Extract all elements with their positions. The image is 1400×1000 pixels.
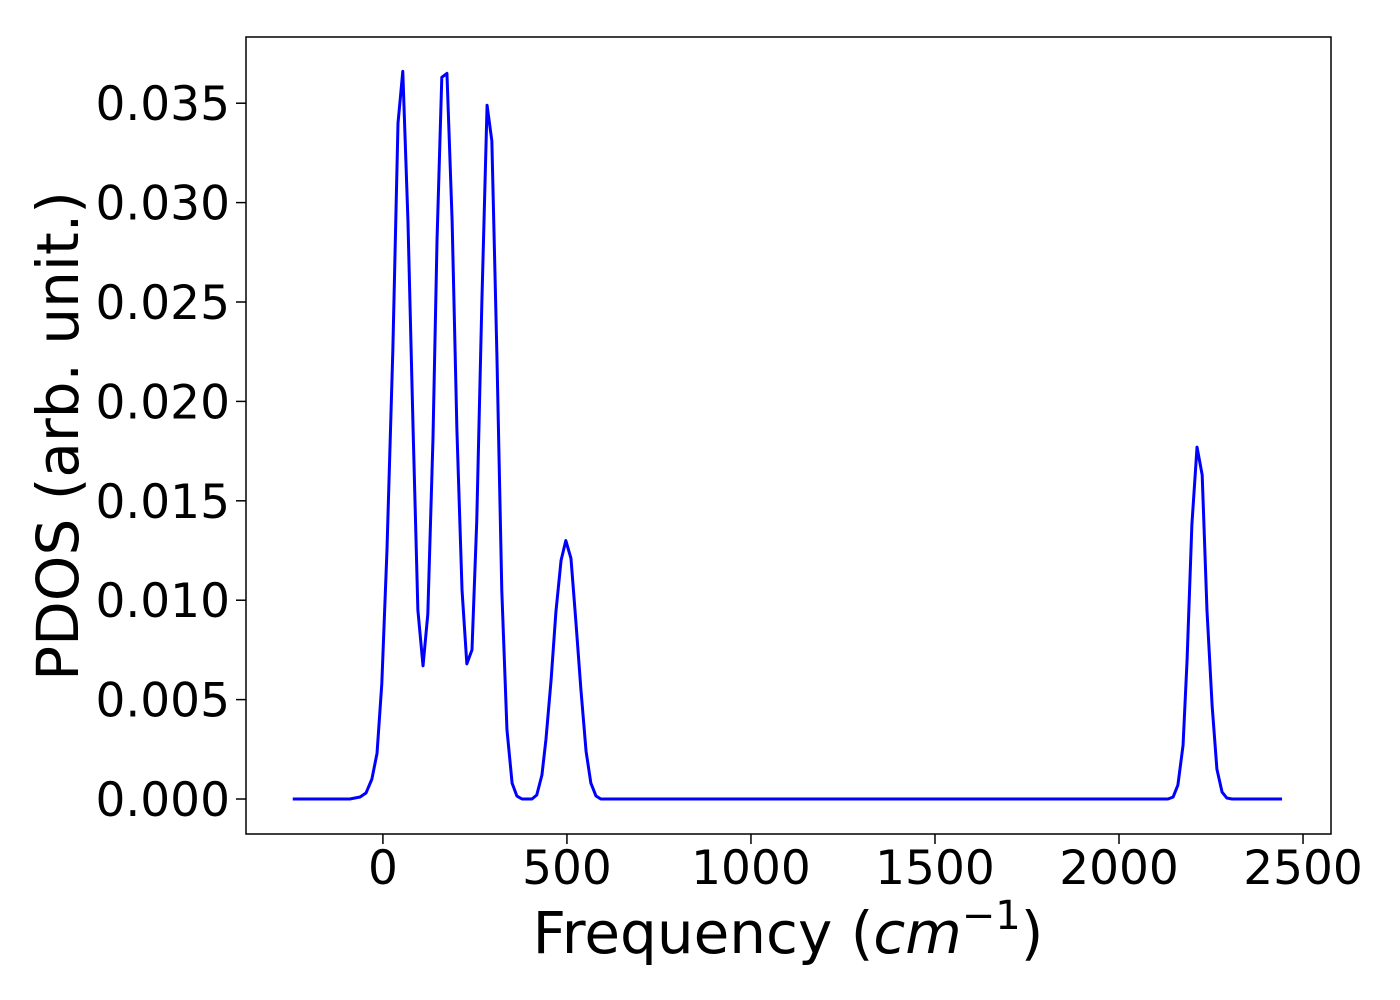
x-tick-label: 1500: [875, 841, 995, 896]
y-tick-label: 0.035: [95, 77, 230, 132]
y-tick-label: 0.000: [95, 773, 230, 828]
x-tick-label: 2500: [1243, 841, 1363, 896]
y-tick-label: 0.005: [95, 674, 230, 729]
x-tick-label: 500: [522, 841, 612, 896]
y-tick-label: 0.010: [95, 574, 230, 629]
y-tick-label: 0.030: [95, 177, 230, 232]
y-axis-label: PDOS (arb. unit.): [24, 191, 92, 681]
x-axis-label: Frequency (cm−1): [533, 893, 1044, 967]
x-tick-label: 0: [368, 841, 398, 896]
y-tick-label: 0.015: [95, 475, 230, 530]
line: [292, 69, 1283, 801]
x-tick-label: 2000: [1059, 841, 1179, 896]
y-tick-label: 0.025: [95, 276, 230, 331]
plot-frame: [245, 36, 1332, 835]
x-tick-label: 1000: [691, 841, 811, 896]
y-tick-label: 0.020: [95, 375, 230, 430]
